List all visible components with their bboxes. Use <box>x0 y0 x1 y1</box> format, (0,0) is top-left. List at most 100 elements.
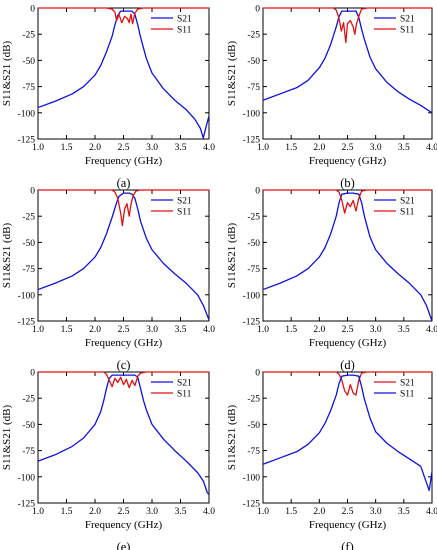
panel-caption: (a) <box>117 176 131 190</box>
x-axis-label: Frequency (GHz) <box>85 519 163 531</box>
series-line-s11 <box>262 374 433 492</box>
x-tick-label: 3.5 <box>175 507 187 517</box>
chart-panel-4: 1.0 1.5 2.0 2.5 3.0 3.5 4.0 0 -25 -50 -75 -100 -125 F… <box>226 187 437 373</box>
x-tick-label: 1.0 <box>32 143 44 153</box>
x-tick-label: 3.0 <box>370 325 382 335</box>
series-line-s11 <box>38 7 209 25</box>
y-tick-label: -75 <box>247 265 260 275</box>
panel-caption: (c) <box>117 358 131 372</box>
legend-label: S11 <box>177 26 192 36</box>
x-tick-label: 1.5 <box>61 325 73 335</box>
y-tick-label: -25 <box>22 395 35 405</box>
y-tick-label: -50 <box>247 239 260 249</box>
x-tick-label: 4.0 <box>203 325 215 335</box>
y-tick-label: -75 <box>22 83 35 93</box>
x-tick-label: 3.0 <box>146 143 158 153</box>
y-tick-label: -125 <box>18 500 36 510</box>
legend-label: S21 <box>400 15 415 25</box>
y-tick-label: -100 <box>243 291 261 301</box>
x-tick-label: 3.0 <box>370 507 382 517</box>
x-tick-label: 1.0 <box>257 143 269 153</box>
legend-label: S11 <box>177 390 192 400</box>
y-tick-label: -100 <box>18 109 36 119</box>
x-tick-label: 1.0 <box>32 507 44 517</box>
y-tick-label: 0 <box>255 187 260 197</box>
x-tick-label: 2.5 <box>118 325 130 335</box>
x-tick-label: 1.5 <box>61 143 73 153</box>
y-tick-label: 0 <box>30 369 35 379</box>
series-line-s11 <box>263 189 432 214</box>
y-axis-label: S11&S21 (dB) <box>226 405 238 471</box>
series-line-s11 <box>263 7 432 44</box>
legend-label: S21 <box>400 379 415 389</box>
y-tick-label: -75 <box>247 447 260 457</box>
series-line-s21 <box>37 192 210 321</box>
y-axis-label: S11&S21 (dB) <box>226 41 238 107</box>
legend-label: S21 <box>177 379 192 389</box>
y-tick-label: -125 <box>243 500 261 510</box>
x-tick-label: 3.0 <box>370 143 382 153</box>
series-line-s21 <box>263 371 432 396</box>
y-tick-label: -75 <box>247 83 260 93</box>
legend-label: S21 <box>177 197 192 207</box>
x-tick-label: 2.0 <box>313 325 325 335</box>
y-tick-label: -50 <box>22 239 35 249</box>
y-tick-label: -50 <box>22 57 35 67</box>
x-tick-label: 3.5 <box>175 325 187 335</box>
panel-caption: (e) <box>117 540 131 550</box>
x-tick-label: 1.5 <box>61 507 73 517</box>
chart-panel-6: 1.0 1.5 2.0 2.5 3.0 3.5 4.0 0 -25 -50 -75 -100 -125 F… <box>226 369 437 550</box>
y-tick-label: -125 <box>18 318 36 328</box>
y-tick-label: -100 <box>243 109 261 119</box>
x-tick-label: 1.0 <box>257 507 269 517</box>
y-tick-label: -25 <box>22 213 35 223</box>
x-tick-label: 3.5 <box>398 143 410 153</box>
legend-label: S21 <box>400 197 415 207</box>
x-tick-label: 2.0 <box>89 507 101 517</box>
x-axis-label: Frequency (GHz) <box>85 337 163 349</box>
y-tick-label: -25 <box>247 31 260 41</box>
y-tick-label: 0 <box>255 5 260 15</box>
x-axis-label: Frequency (GHz) <box>309 337 387 349</box>
y-tick-label: -125 <box>243 318 261 328</box>
y-axis-label: S11&S21 (dB) <box>226 223 238 289</box>
series-line-s11 <box>38 189 209 227</box>
x-tick-label: 3.0 <box>146 325 158 335</box>
chart-panel-2: 1.0 1.5 2.0 2.5 3.0 3.5 4.0 0 -25 -50 -75 -100 -125 F… <box>226 5 437 191</box>
y-tick-label: -25 <box>247 213 260 223</box>
x-tick-label: 2.5 <box>118 143 130 153</box>
x-tick-label: 4.0 <box>426 507 437 517</box>
x-tick-label: 4.0 <box>426 143 437 153</box>
y-tick-label: -75 <box>22 447 35 457</box>
x-tick-label: 2.0 <box>313 143 325 153</box>
x-tick-label: 2.5 <box>342 143 354 153</box>
legend-label: S11 <box>400 390 415 400</box>
y-tick-label: 0 <box>30 187 35 197</box>
x-tick-label: 2.0 <box>89 143 101 153</box>
y-tick-label: -25 <box>22 31 35 41</box>
x-tick-label: 4.0 <box>203 507 215 517</box>
chart-panel-1: 1.0 1.5 2.0 2.5 3.0 3.5 4.0 0 -25 -50 -75 -100 -125 F… <box>1 5 215 191</box>
legend-label: S21 <box>177 15 192 25</box>
x-tick-label: 4.0 <box>203 143 215 153</box>
x-axis-label: Frequency (GHz) <box>309 155 387 167</box>
y-axis-label: S11&S21 (dB) <box>1 223 13 289</box>
y-tick-label: -125 <box>243 136 261 146</box>
y-tick-label: -75 <box>22 265 35 275</box>
x-tick-label: 3.5 <box>398 507 410 517</box>
y-tick-label: -100 <box>243 473 261 483</box>
panel-caption: (d) <box>340 358 355 372</box>
x-tick-label: 1.0 <box>32 325 44 335</box>
chart-panel-3: 1.0 1.5 2.0 2.5 3.0 3.5 4.0 0 -25 -50 -75 -100 -125 F… <box>1 187 215 373</box>
legend-label: S11 <box>400 208 415 218</box>
chart-panel-5: 1.0 1.5 2.0 2.5 3.0 3.5 4.0 0 -25 -50 -75 -100 -125 F… <box>1 369 215 550</box>
y-tick-label: 0 <box>255 369 260 379</box>
x-axis-label: Frequency (GHz) <box>309 519 387 531</box>
panel-caption: (b) <box>340 176 355 190</box>
y-tick-label: -50 <box>22 421 35 431</box>
x-tick-label: 2.5 <box>342 507 354 517</box>
